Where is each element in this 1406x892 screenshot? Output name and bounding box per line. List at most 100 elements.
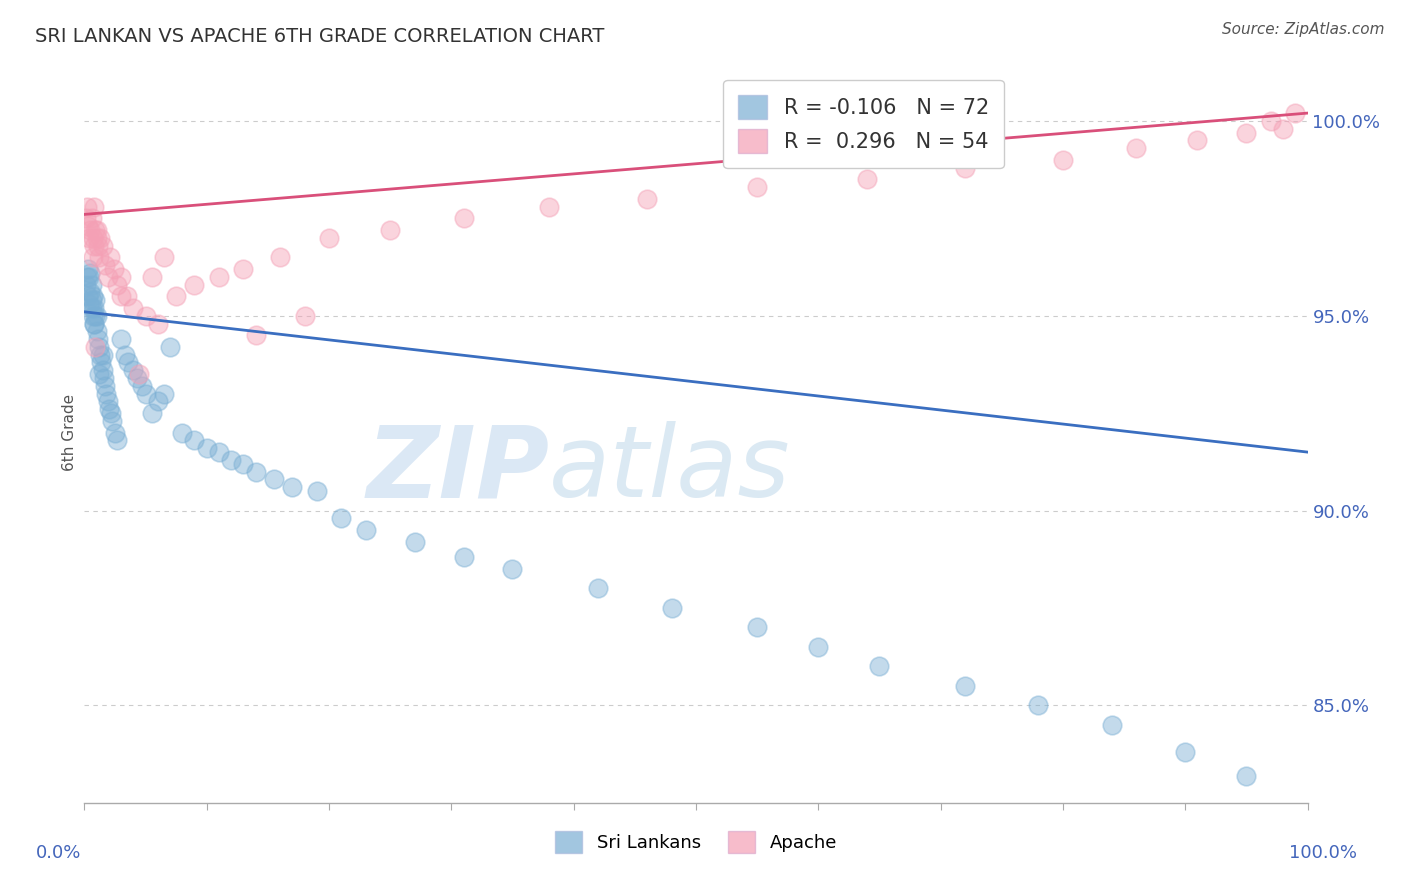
Point <box>114 348 136 362</box>
Point <box>104 425 127 440</box>
Point <box>1284 106 1306 120</box>
Point <box>84 309 107 323</box>
Point <box>110 332 132 346</box>
Text: atlas: atlas <box>550 421 790 518</box>
Point <box>172 425 194 440</box>
Point <box>86 309 108 323</box>
Point <box>208 269 231 284</box>
Point <box>94 258 117 272</box>
Point <box>80 277 103 292</box>
Point <box>86 231 108 245</box>
Point <box>87 250 110 264</box>
Point <box>183 277 205 292</box>
Point <box>77 289 100 303</box>
Point <box>586 582 609 596</box>
Point <box>96 386 118 401</box>
Y-axis label: 6th Grade: 6th Grade <box>62 394 77 471</box>
Point <box>305 484 328 499</box>
Point <box>195 441 218 455</box>
Point <box>105 434 128 448</box>
Text: SRI LANKAN VS APACHE 6TH GRADE CORRELATION CHART: SRI LANKAN VS APACHE 6TH GRADE CORRELATI… <box>35 27 605 45</box>
Point <box>87 238 110 252</box>
Point <box>636 192 658 206</box>
Point <box>807 640 830 654</box>
Point <box>1187 133 1209 147</box>
Point <box>183 434 205 448</box>
Point <box>1260 114 1282 128</box>
Point <box>93 371 115 385</box>
Legend: Sri Lankans, Apache: Sri Lankans, Apache <box>548 824 844 861</box>
Point <box>404 534 426 549</box>
Point <box>77 231 100 245</box>
Point <box>89 231 111 245</box>
Point <box>245 328 267 343</box>
Point <box>1052 153 1074 167</box>
Point <box>122 301 145 315</box>
Point <box>135 309 157 323</box>
Point <box>75 211 97 226</box>
Point <box>263 472 285 486</box>
Point <box>1125 141 1147 155</box>
Point <box>87 332 110 346</box>
Point <box>97 402 120 417</box>
Point <box>294 309 316 323</box>
Point <box>84 223 107 237</box>
Point <box>83 301 105 315</box>
Point <box>125 371 148 385</box>
Point <box>98 250 121 264</box>
Point <box>953 161 976 175</box>
Point <box>103 262 125 277</box>
Point <box>91 238 114 252</box>
Point <box>122 363 145 377</box>
Point <box>110 289 132 303</box>
Point <box>146 394 169 409</box>
Point <box>89 348 111 362</box>
Point <box>856 172 879 186</box>
Point <box>77 262 100 277</box>
Point <box>135 386 157 401</box>
Point <box>115 289 138 303</box>
Point <box>75 277 97 292</box>
Point <box>91 348 114 362</box>
Point <box>245 465 267 479</box>
Text: Source: ZipAtlas.com: Source: ZipAtlas.com <box>1222 22 1385 37</box>
Point <box>869 659 891 673</box>
Point <box>82 250 104 264</box>
Point <box>318 231 340 245</box>
Point <box>76 200 98 214</box>
Point <box>101 414 124 428</box>
Point <box>219 453 242 467</box>
Point <box>91 363 114 377</box>
Text: 100.0%: 100.0% <box>1288 844 1357 862</box>
Point <box>747 180 769 194</box>
Point <box>83 317 105 331</box>
Point <box>661 601 683 615</box>
Point <box>1236 126 1258 140</box>
Point <box>232 262 254 277</box>
Point <box>208 445 231 459</box>
Point <box>453 211 475 226</box>
Point <box>97 269 120 284</box>
Point <box>77 269 100 284</box>
Point <box>146 317 169 331</box>
Point <box>80 301 103 315</box>
Point <box>79 266 101 280</box>
Point <box>141 406 163 420</box>
Point <box>76 269 98 284</box>
Point <box>269 250 291 264</box>
Point <box>354 523 377 537</box>
Point <box>87 367 110 381</box>
Point <box>153 386 176 401</box>
Point <box>131 379 153 393</box>
Point <box>330 511 353 525</box>
Point <box>110 269 132 284</box>
Point <box>281 480 304 494</box>
Point <box>232 457 254 471</box>
Point <box>153 250 176 264</box>
Point <box>117 355 139 369</box>
Point <box>79 285 101 300</box>
Point <box>502 562 524 576</box>
Point <box>538 200 561 214</box>
Point <box>100 406 122 420</box>
Point <box>159 340 181 354</box>
